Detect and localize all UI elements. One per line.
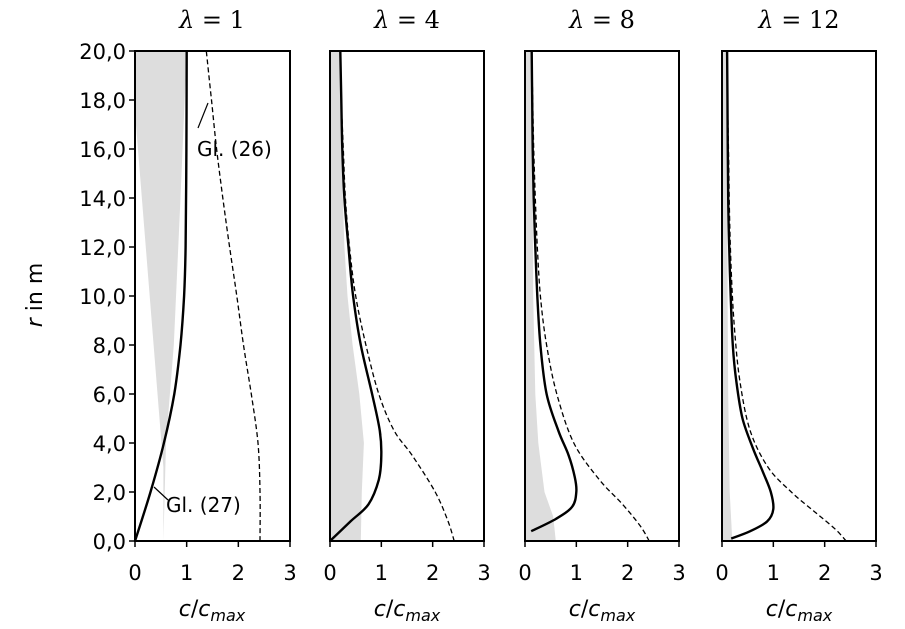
annotation-gl-26: Gl. (26) bbox=[197, 137, 272, 161]
shaded-region bbox=[525, 51, 556, 541]
y-tick-label: 10,0 bbox=[79, 285, 126, 309]
solid-curve-gl-27 bbox=[530, 50, 578, 533]
solid-curve-gl-27 bbox=[725, 50, 775, 540]
y-tick-label: 16,0 bbox=[79, 138, 126, 162]
panel-frame bbox=[721, 50, 877, 542]
y-tick-label: 12,0 bbox=[79, 236, 126, 260]
panel-lambda-4: λ = 4 0 1 2 3 c/cmax bbox=[323, 6, 490, 625]
x-axis-label: c/cmax bbox=[569, 597, 636, 625]
x-tick-label: 3 bbox=[672, 561, 685, 585]
shaded-region bbox=[330, 51, 364, 541]
panel-lambda-1: λ = 1 0 1 2 3 c/cmax Gl. (26) Gl. (27) bbox=[128, 6, 296, 625]
dashed-curve-gl-26 bbox=[339, 50, 455, 542]
solid-curve-gl-27 bbox=[133, 50, 188, 542]
panel-frame bbox=[329, 50, 485, 542]
x-tick-label: 1 bbox=[180, 561, 193, 585]
panel-title: λ = 8 bbox=[568, 6, 635, 34]
shaded-region bbox=[135, 51, 187, 541]
x-tick-label: 3 bbox=[869, 561, 882, 585]
x-tick-label: 3 bbox=[283, 561, 296, 585]
x-tick-label: 0 bbox=[323, 561, 336, 585]
x-tick-label: 2 bbox=[232, 561, 245, 585]
x-axis-label: c/cmax bbox=[766, 597, 833, 625]
y-tick-label: 20,0 bbox=[79, 40, 126, 64]
x-tick-label: 1 bbox=[570, 561, 583, 585]
x-tick-label: 2 bbox=[818, 561, 831, 585]
dashed-curve-gl-26 bbox=[205, 50, 261, 542]
x-tick-label: 3 bbox=[477, 561, 490, 585]
y-tick-label: 4,0 bbox=[93, 432, 126, 456]
panel-frame bbox=[524, 50, 680, 542]
y-tick-labels: 0,0 2,0 4,0 6,0 8,0 10,0 12,0 14,0 16,0 18,0 20,0 bbox=[79, 40, 135, 554]
panel-title: λ = 12 bbox=[757, 6, 839, 34]
y-axis-label: r in m bbox=[23, 263, 48, 328]
x-tick-labels: 0 1 2 3 bbox=[518, 541, 686, 585]
annotation-leader-gl-26 bbox=[197, 102, 209, 129]
dashed-curve-gl-26 bbox=[531, 50, 650, 542]
x-axis-label: c/cmax bbox=[179, 597, 246, 625]
solid-curve-gl-27 bbox=[329, 50, 383, 542]
annotation-gl-27: Gl. (27) bbox=[166, 493, 241, 517]
x-tick-label: 0 bbox=[518, 561, 531, 585]
x-tick-label: 0 bbox=[715, 561, 728, 585]
dashed-curve-gl-26 bbox=[726, 50, 847, 542]
x-tick-labels: 0 1 2 3 bbox=[715, 541, 883, 585]
shaded-region bbox=[722, 51, 733, 541]
x-tick-label: 0 bbox=[128, 561, 141, 585]
x-tick-label: 1 bbox=[767, 561, 780, 585]
panel-lambda-12: λ = 12 0 1 2 3 c/cmax bbox=[715, 6, 882, 625]
y-tick-label: 14,0 bbox=[79, 187, 126, 211]
x-tick-label: 2 bbox=[426, 561, 439, 585]
panel-lambda-8: λ = 8 0 1 2 3 c/cmax bbox=[518, 6, 685, 625]
y-tick-label: 0,0 bbox=[93, 530, 126, 554]
x-tick-label: 1 bbox=[375, 561, 388, 585]
y-tick-label: 18,0 bbox=[79, 89, 126, 113]
panel-title: λ = 4 bbox=[373, 6, 440, 34]
y-tick-label: 6,0 bbox=[93, 383, 126, 407]
panel-title: λ = 1 bbox=[178, 6, 245, 34]
x-tick-labels: 0 1 2 3 bbox=[128, 541, 297, 585]
annotation-leader-gl-27 bbox=[153, 486, 169, 501]
x-axis-label: c/cmax bbox=[374, 597, 441, 625]
y-tick-label: 8,0 bbox=[93, 334, 126, 358]
x-tick-label: 2 bbox=[621, 561, 634, 585]
panel-frame bbox=[134, 50, 291, 542]
y-tick-label: 2,0 bbox=[93, 481, 126, 505]
x-tick-labels: 0 1 2 3 bbox=[323, 541, 491, 585]
